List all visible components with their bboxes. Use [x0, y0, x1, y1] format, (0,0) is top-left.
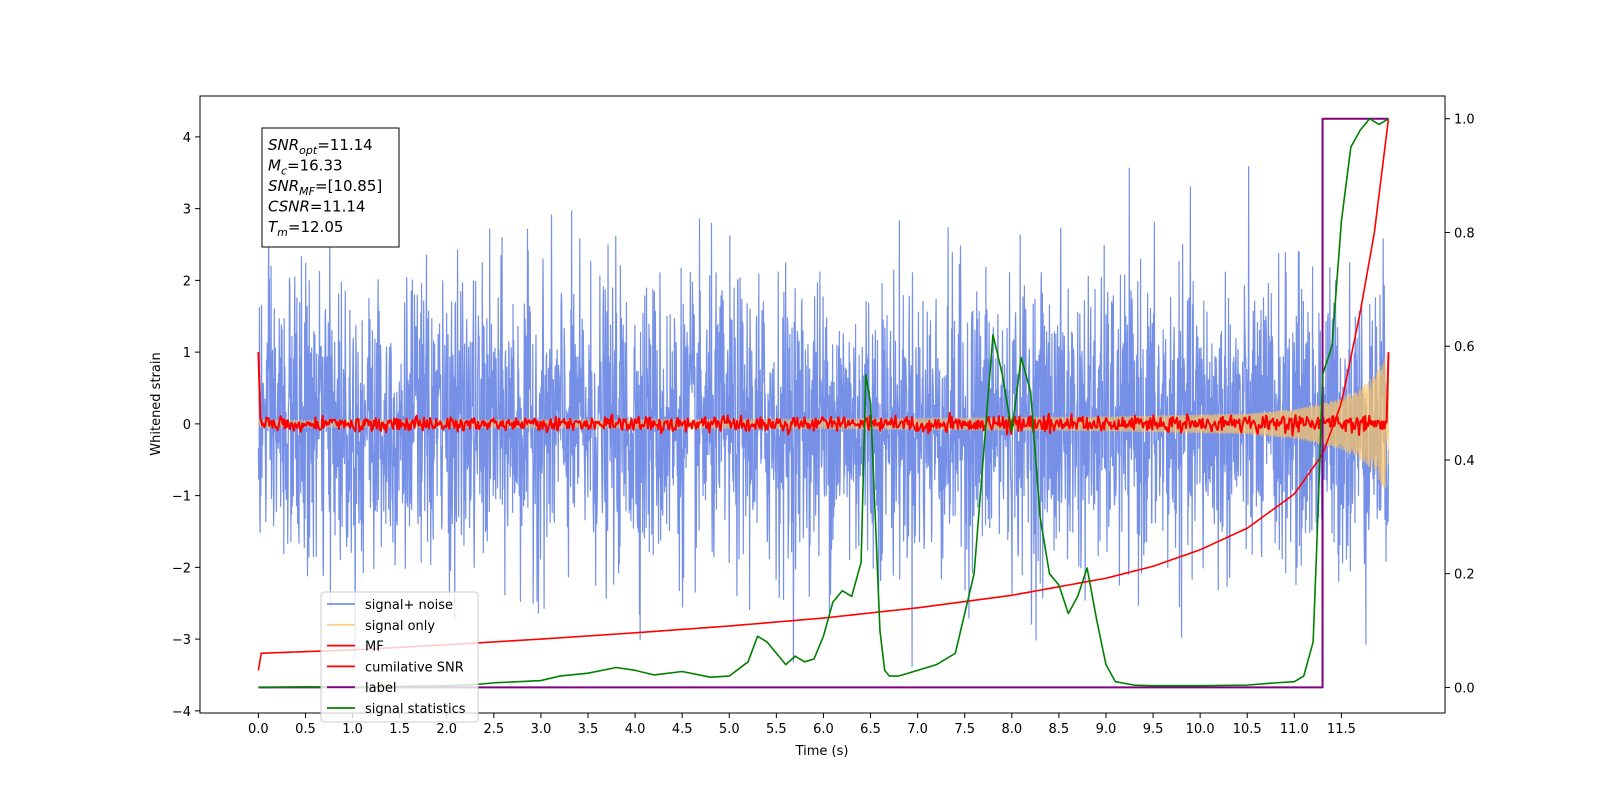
legend-label-cumilative-snr: cumilative SNR [365, 660, 464, 675]
series-label [258, 117, 1389, 689]
x-tick-label: 6.5 [860, 722, 881, 737]
series-signal-statistics [258, 117, 1389, 689]
y2-tick-label: 1.0 [1454, 113, 1475, 128]
x-tick-label: 10.0 [1186, 722, 1215, 737]
x-tick-label: 7.5 [954, 722, 975, 737]
x-tick-label: 1.5 [389, 722, 410, 737]
y-tick-label: −1 [172, 490, 191, 505]
x-axis: 0.0 0.5 1.0 1.5 2.0 2.5 3.0 3.5 4.0 4.5 5.0 5.5 6.0 6… [248, 713, 1356, 737]
legend-frame [320, 591, 479, 723]
x-tick-label: 6.0 [813, 722, 834, 737]
legend-label-label: label [365, 681, 396, 696]
x-tick-label: 10.5 [1233, 722, 1262, 737]
y-tick-label: 0 [183, 418, 191, 433]
info-line: Mc=16.33 [268, 157, 343, 178]
x-tick-label: 11.0 [1280, 722, 1309, 737]
info-line: CSNR=11.14 [268, 198, 365, 216]
x-tick-label: 0.5 [295, 722, 316, 737]
plot-frame [199, 95, 1446, 714]
y-tick-label: −3 [172, 633, 191, 648]
x-tick-label: 9.0 [1096, 722, 1117, 737]
y-tick-label: 2 [183, 274, 191, 289]
legend-label-signal-statistics: signal statistics [365, 702, 466, 717]
legend-label-signal-only: signal only [365, 619, 435, 634]
x-axis-label: Time (s) [795, 744, 849, 759]
y-tick-label: 1 [183, 346, 191, 361]
y2-tick-label: 0.6 [1454, 340, 1475, 355]
y-axis-label: Whitened strain [149, 352, 164, 455]
y-axis-left: −4 −3 −2 −1 0 1 2 3 4 [172, 131, 200, 720]
x-tick-label: 8.5 [1049, 722, 1070, 737]
x-tick-label: 9.5 [1143, 722, 1164, 737]
y-tick-label: 4 [183, 131, 191, 146]
x-tick-label: 11.5 [1327, 722, 1356, 737]
info-line: SNRopt=11.14 [268, 136, 373, 157]
x-tick-label: 5.0 [719, 722, 740, 737]
y2-tick-label: 0.2 [1454, 568, 1475, 583]
legend-label-mf: MF [365, 640, 384, 655]
y2-tick-label: 0.4 [1454, 454, 1475, 469]
y2-tick-label: 0.8 [1454, 226, 1475, 241]
info-line: Tm=12.05 [268, 218, 343, 239]
y2-tick-label: 0.0 [1454, 681, 1475, 696]
x-tick-label: 4.5 [672, 722, 693, 737]
x-tick-label: 7.0 [907, 722, 928, 737]
x-tick-label: 2.0 [436, 722, 457, 737]
y-tick-label: −4 [172, 705, 191, 720]
info-line: SNRMF=[10.85] [268, 177, 382, 198]
y-tick-label: −2 [172, 561, 191, 576]
info-box-frame [261, 127, 400, 248]
legend-label-signal-noise: signal+ noise [365, 598, 453, 613]
legend: signal+ noise signal only MF cumilative SNR… [320, 591, 479, 723]
x-tick-label: 0.0 [248, 722, 269, 737]
series-mf [257, 352, 1390, 437]
x-tick-label: 3.5 [578, 722, 599, 737]
y-axis-right: 0.0 0.2 0.4 0.6 0.8 1.0 [1445, 113, 1475, 696]
x-tick-label: 4.0 [625, 722, 646, 737]
info-box: SNRopt=11.14Mc=16.33SNRMF=[10.85]CSNR=11… [261, 127, 400, 248]
x-tick-label: 5.5 [766, 722, 787, 737]
x-tick-label: 3.0 [531, 722, 552, 737]
x-tick-label: 8.0 [1001, 722, 1022, 737]
x-tick-label: 1.0 [342, 722, 363, 737]
x-tick-label: 2.5 [483, 722, 504, 737]
y-tick-label: 3 [183, 203, 191, 218]
